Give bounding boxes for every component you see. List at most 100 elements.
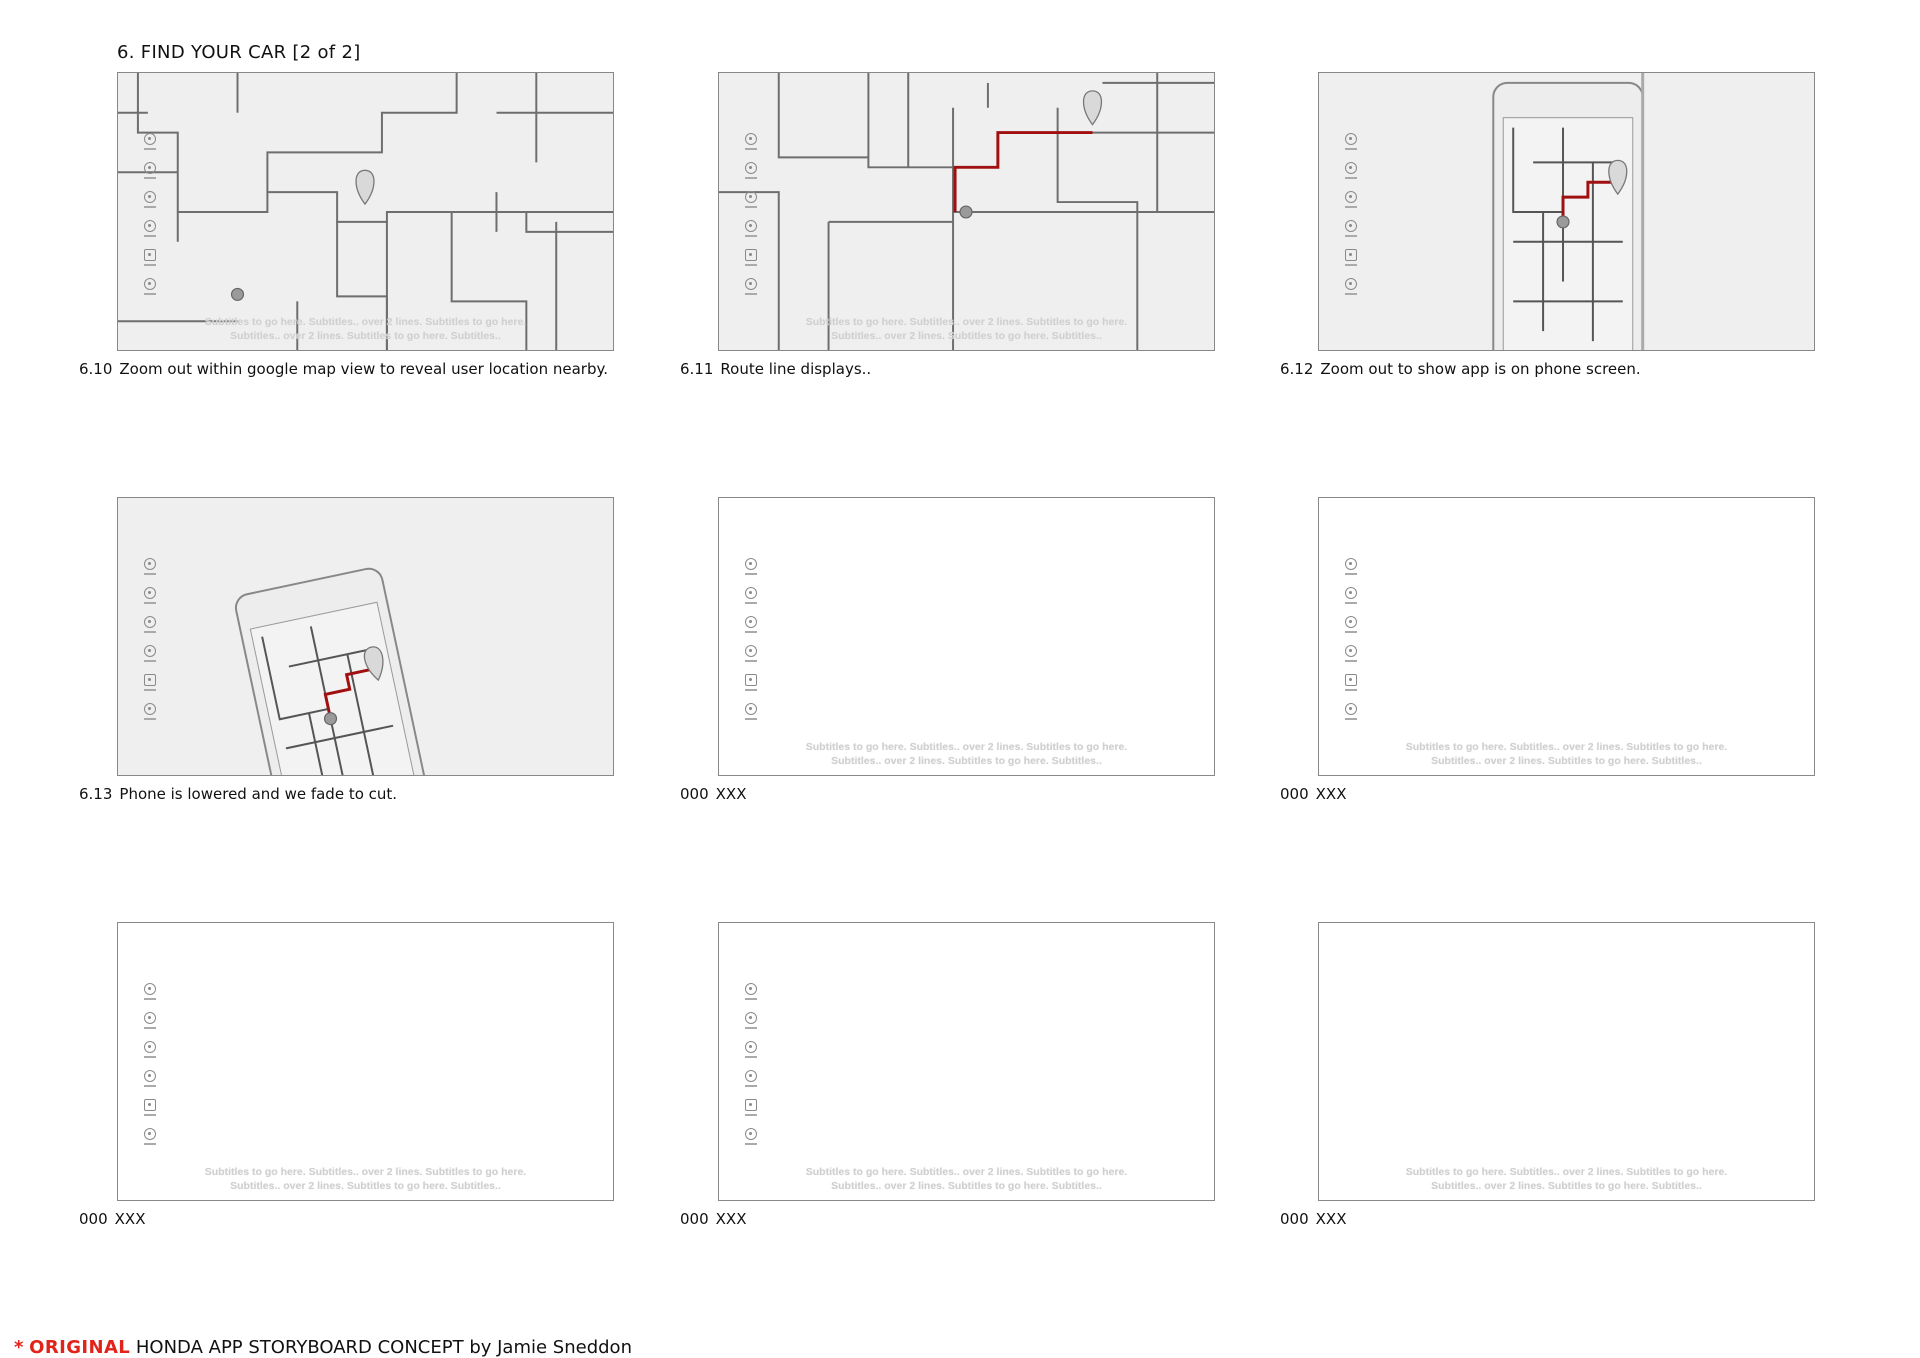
sidebar-item[interactable] bbox=[138, 1070, 162, 1099]
sidebar-item[interactable] bbox=[138, 278, 162, 307]
speedometer-icon bbox=[1345, 558, 1357, 570]
phone-support-icon bbox=[1345, 703, 1357, 715]
phone-illustration bbox=[1319, 73, 1814, 350]
sidebar-item-label bbox=[1345, 602, 1357, 604]
roadside-assistance-icon bbox=[745, 220, 757, 232]
frame-number: 000 bbox=[1280, 785, 1309, 803]
footer-asterisk: * bbox=[14, 1337, 24, 1358]
map-road bbox=[261, 636, 344, 775]
sidebar-item-label bbox=[745, 689, 757, 691]
map-road bbox=[266, 73, 458, 193]
sidebar-item[interactable] bbox=[138, 1012, 162, 1041]
subtitle-line-1: Subtitles to go here. Subtitles.. over 2… bbox=[1405, 741, 1728, 753]
sidebar-item[interactable] bbox=[1339, 587, 1363, 616]
sidebar-item[interactable] bbox=[1339, 191, 1363, 220]
sidebar-item[interactable] bbox=[739, 616, 763, 645]
footer-original-label: ORIGINAL bbox=[29, 1337, 131, 1358]
sidebar-item[interactable] bbox=[739, 249, 763, 278]
sidebar-item-label bbox=[745, 1143, 757, 1145]
sidebar-item[interactable] bbox=[1339, 703, 1363, 732]
app-sidebar bbox=[739, 983, 763, 1157]
document-icon bbox=[144, 249, 156, 261]
sidebar-item[interactable] bbox=[1339, 278, 1363, 307]
subtitle-block: Subtitles to go here. Subtitles.. over 2… bbox=[118, 1165, 613, 1193]
sidebar-item[interactable] bbox=[138, 191, 162, 220]
sidebar-item[interactable] bbox=[739, 191, 763, 220]
map-road bbox=[308, 712, 335, 775]
steering-wheel-icon bbox=[745, 162, 757, 174]
sidebar-item[interactable] bbox=[138, 162, 162, 191]
sidebar-item[interactable] bbox=[138, 645, 162, 674]
sidebar-item[interactable] bbox=[1339, 133, 1363, 162]
sidebar-item[interactable] bbox=[138, 1128, 162, 1157]
steering-wheel-icon bbox=[1345, 587, 1357, 599]
frame-caption: 6.11 Route line displays.. bbox=[680, 360, 871, 378]
subtitle-block: Subtitles to go here. Subtitles.. over 2… bbox=[719, 1165, 1214, 1193]
sidebar-item[interactable] bbox=[138, 1041, 162, 1070]
sidebar-item[interactable] bbox=[138, 558, 162, 587]
location-pin-icon bbox=[363, 646, 384, 682]
sidebar-item[interactable] bbox=[138, 1099, 162, 1128]
sidebar-item[interactable] bbox=[739, 220, 763, 249]
sidebar-item[interactable] bbox=[739, 587, 763, 616]
sidebar-item[interactable] bbox=[138, 587, 162, 616]
sidebar-item[interactable] bbox=[1339, 162, 1363, 191]
sidebar-item[interactable] bbox=[1339, 558, 1363, 587]
sidebar-item[interactable] bbox=[739, 983, 763, 1012]
frame-caption-text: Phone is lowered and we fade to cut. bbox=[119, 785, 398, 803]
sidebar-item[interactable] bbox=[138, 703, 162, 732]
subtitle-block: Subtitles to go here. Subtitles.. over 2… bbox=[719, 740, 1214, 768]
speedometer-icon bbox=[745, 558, 757, 570]
steering-wheel-icon bbox=[144, 162, 156, 174]
map-road bbox=[1512, 127, 1565, 282]
sidebar-item[interactable] bbox=[138, 983, 162, 1012]
sidebar-item[interactable] bbox=[1339, 674, 1363, 703]
sidebar-item[interactable] bbox=[138, 616, 162, 645]
user-location-icon bbox=[959, 205, 973, 219]
sidebar-item[interactable] bbox=[739, 162, 763, 191]
sidebar-item[interactable] bbox=[739, 645, 763, 674]
sidebar-item[interactable] bbox=[739, 558, 763, 587]
sidebar-item[interactable] bbox=[739, 1012, 763, 1041]
sidebar-item[interactable] bbox=[1339, 616, 1363, 645]
sidebar-item[interactable] bbox=[739, 674, 763, 703]
sidebar-item-label bbox=[745, 264, 757, 266]
gear-icon bbox=[745, 1041, 757, 1053]
user-location-icon bbox=[1556, 215, 1570, 229]
storyboard-frame: Subtitles to go here. Subtitles.. over 2… bbox=[718, 72, 1215, 351]
sidebar-item[interactable] bbox=[138, 674, 162, 703]
subtitle-line-2: Subtitles.. over 2 lines. Subtitles to g… bbox=[230, 1180, 501, 1192]
sidebar-item[interactable] bbox=[739, 703, 763, 732]
map-road bbox=[867, 73, 955, 169]
location-pin-icon bbox=[355, 169, 375, 206]
sidebar-item[interactable] bbox=[138, 133, 162, 162]
map-road bbox=[346, 653, 386, 775]
frame-caption: 000 XXX bbox=[680, 785, 746, 803]
frame-caption: 000 XXX bbox=[1280, 785, 1346, 803]
roadside-assistance-icon bbox=[144, 645, 156, 657]
frame-caption: 6.13 Phone is lowered and we fade to cut. bbox=[79, 785, 397, 803]
sidebar-item-label bbox=[144, 148, 156, 150]
sidebar-item[interactable] bbox=[138, 249, 162, 278]
sidebar-item-label bbox=[144, 177, 156, 179]
sidebar-item[interactable] bbox=[739, 133, 763, 162]
steering-wheel-icon bbox=[144, 587, 156, 599]
sidebar-item[interactable] bbox=[739, 1041, 763, 1070]
sidebar-item-label bbox=[144, 689, 156, 691]
sidebar-item[interactable] bbox=[739, 1128, 763, 1157]
sidebar-item[interactable] bbox=[1339, 645, 1363, 674]
sidebar-item[interactable] bbox=[739, 1099, 763, 1128]
sidebar-item[interactable] bbox=[1339, 220, 1363, 249]
sidebar-item[interactable] bbox=[739, 1070, 763, 1099]
sidebar-item[interactable] bbox=[1339, 249, 1363, 278]
storyboard-frame bbox=[1318, 72, 1815, 351]
sidebar-item[interactable] bbox=[138, 220, 162, 249]
subtitle-line-1: Subtitles to go here. Subtitles.. over 2… bbox=[805, 1166, 1128, 1178]
sidebar-item[interactable] bbox=[739, 278, 763, 307]
sidebar-item-label bbox=[144, 1143, 156, 1145]
frame-number: 000 bbox=[1280, 1210, 1309, 1228]
phone-support-icon bbox=[144, 703, 156, 715]
storyboard-frame: Subtitles to go here. Subtitles.. over 2… bbox=[117, 922, 614, 1201]
phone-device bbox=[234, 567, 441, 775]
sidebar-item-label bbox=[745, 1114, 757, 1116]
